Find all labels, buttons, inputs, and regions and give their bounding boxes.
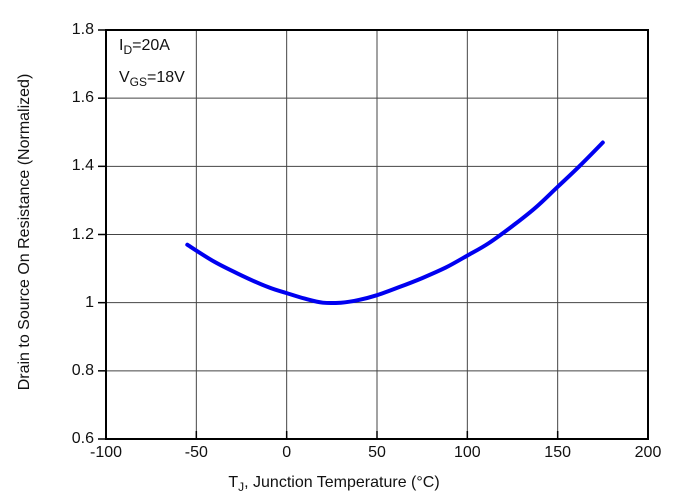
y-tick-label: 1.4: [71, 157, 94, 175]
x-tick-label: 50: [368, 444, 386, 461]
condition-id: ID=20A: [119, 37, 170, 57]
y-tick-label: 0.8: [71, 361, 94, 379]
plot-frame: [105, 29, 649, 440]
condition-vgs: VGS=18V: [119, 69, 185, 89]
x-tick-label: 0: [282, 444, 292, 461]
y-axis-title: Drain to Source On Resistance (Normalize…: [16, 73, 33, 391]
y-tick-label: 0.6: [71, 430, 94, 447]
x-tick-label: 200: [634, 444, 662, 461]
y-tick-label: 1.6: [71, 89, 94, 107]
gridlines: [105, 29, 649, 440]
x-tick-label: -100: [89, 444, 123, 461]
y-tick-label: 1.8: [71, 21, 94, 38]
test-conditions-annotation: ID=20A VGS=18V: [119, 30, 185, 94]
x-tick-label: -50: [184, 444, 208, 461]
data-curve: [185, 140, 605, 306]
x-axis-title: TJ, Junction Temperature (°C): [228, 474, 440, 494]
x-tick-label: 150: [544, 444, 572, 461]
x-tick-label: 100: [453, 444, 481, 461]
y-tick-label: 1: [85, 293, 94, 311]
y-tick-label: 1.2: [71, 225, 94, 243]
